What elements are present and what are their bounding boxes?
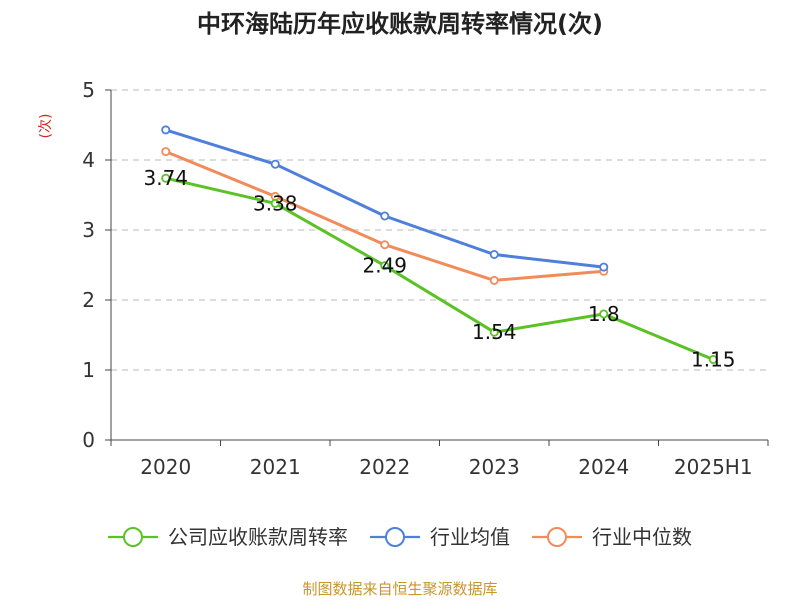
data-label: 1.8 bbox=[588, 302, 620, 326]
legend-label: 行业中位数 bbox=[592, 525, 692, 549]
data-point[interactable] bbox=[161, 125, 171, 135]
data-point[interactable] bbox=[599, 262, 609, 272]
data-point[interactable] bbox=[270, 159, 280, 169]
y-tick-label: 2 bbox=[82, 288, 95, 312]
grid bbox=[111, 89, 768, 371]
y-tick-label: 5 bbox=[82, 78, 95, 102]
series-0 bbox=[161, 173, 718, 364]
legend-swatch-marker bbox=[385, 527, 405, 547]
legend-swatch-marker bbox=[123, 527, 143, 547]
data-label: 1.15 bbox=[691, 348, 736, 372]
data-point[interactable] bbox=[380, 211, 390, 221]
data-point[interactable] bbox=[380, 240, 390, 250]
source-note: 制图数据来自恒生聚源数据库 bbox=[302, 580, 497, 598]
x-tick-label: 2025H1 bbox=[674, 455, 753, 479]
x-tick-label: 2020 bbox=[140, 455, 191, 479]
legend-item-0[interactable]: 公司应收账款周转率 bbox=[108, 525, 348, 549]
chart-title: 中环海陆历年应收账款周转率情况(次) bbox=[197, 10, 603, 38]
legend-label: 行业均值 bbox=[430, 525, 510, 549]
data-label: 2.49 bbox=[362, 254, 407, 278]
y-tick-label: 0 bbox=[82, 428, 95, 452]
legend-item-2[interactable]: 行业中位数 bbox=[532, 525, 692, 549]
data-point[interactable] bbox=[489, 249, 499, 259]
x-tick-label: 2022 bbox=[359, 455, 410, 479]
data-label: 3.38 bbox=[253, 191, 298, 215]
legend-item-1[interactable]: 行业均值 bbox=[370, 525, 510, 549]
y-tick-label: 4 bbox=[82, 148, 95, 172]
legend-swatch-marker bbox=[547, 527, 567, 547]
x-tick-label: 2021 bbox=[250, 455, 301, 479]
y-tick-label: 3 bbox=[82, 218, 95, 242]
y-axis-label: (次) bbox=[38, 114, 54, 139]
data-label: 3.74 bbox=[143, 166, 188, 190]
series bbox=[161, 125, 718, 364]
data-point[interactable] bbox=[161, 173, 171, 183]
legend-label: 公司应收账款周转率 bbox=[168, 525, 348, 549]
data-point[interactable] bbox=[489, 275, 499, 285]
axes: 0 1 2 3 4 5 2020 2021 2022 2023 2024 2025H1 bbox=[82, 78, 769, 479]
data-labels: 3.74 3.38 2.49 1.54 1.8 1.15 bbox=[143, 166, 735, 371]
data-point[interactable] bbox=[599, 309, 609, 319]
data-point[interactable] bbox=[270, 198, 280, 208]
x-tick-label: 2024 bbox=[578, 455, 629, 479]
data-label: 1.54 bbox=[472, 320, 517, 344]
y-tick-label: 1 bbox=[82, 358, 95, 382]
data-point[interactable] bbox=[708, 354, 718, 364]
data-point[interactable] bbox=[161, 147, 171, 157]
data-point[interactable] bbox=[380, 261, 390, 271]
x-tick-label: 2023 bbox=[469, 455, 520, 479]
series-1 bbox=[161, 125, 609, 272]
legend[interactable]: 公司应收账款周转率 行业均值 行业中位数 bbox=[108, 525, 692, 549]
data-point[interactable] bbox=[489, 327, 499, 337]
series-line bbox=[164, 176, 715, 361]
